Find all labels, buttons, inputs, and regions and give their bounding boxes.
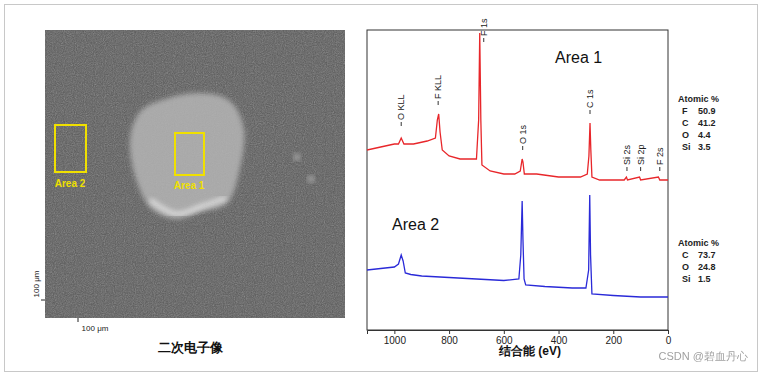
x-axis-title: 结合能 (eV) — [498, 344, 561, 358]
region-box — [55, 125, 86, 172]
composition-element: O — [682, 262, 689, 272]
peak-label: C 1s — [585, 89, 595, 108]
image-noise — [45, 30, 345, 318]
image-background — [45, 30, 345, 318]
image-caption: 二次电子像 — [158, 340, 224, 355]
composition-value: 4.4 — [698, 130, 711, 140]
composition-value: 73.7 — [698, 250, 716, 260]
spectrum-line — [367, 33, 668, 180]
watermark: CSDN @碧血丹心 — [659, 350, 748, 362]
peak-marker — [401, 122, 402, 126]
x-tick-mark — [394, 330, 395, 334]
scale-tick — [78, 318, 79, 322]
x-tick: 0 — [666, 330, 672, 346]
peak-marker — [522, 146, 523, 150]
composition-element: C — [682, 118, 689, 128]
x-tick: 200 — [605, 330, 622, 346]
x-tick-label: 1000 — [384, 335, 407, 346]
peak-label: F 2s — [655, 147, 665, 165]
figure-border — [5, 5, 758, 372]
peak-marker — [659, 167, 660, 171]
peak-label: F 1s — [479, 18, 489, 36]
composition-table: Atomic % F 50.9 C 41.2 O 4.4 Si 3.5 — [678, 94, 719, 152]
composition-element: C — [682, 250, 689, 260]
peak-marker — [590, 110, 591, 114]
peak-label: Si 2s — [622, 144, 632, 165]
x-tick-label: 800 — [441, 335, 458, 346]
scale-label: 100 μm — [32, 270, 41, 297]
plot-area — [367, 33, 668, 297]
peak-label: Si 2p — [636, 144, 646, 165]
peak-label: O 1s — [518, 124, 528, 144]
region-label: Area 2 — [55, 178, 86, 189]
peak-marker — [483, 38, 484, 42]
x-tick-mark — [559, 330, 560, 334]
composition-element: Si — [682, 142, 691, 152]
composition-table: Atomic % C 73.7 O 24.8 Si 1.5 — [678, 238, 719, 284]
peak-marker — [626, 167, 627, 171]
figure: Area 2Area 1100 μm100 μm二次电子像10008006004… — [0, 0, 762, 376]
x-tick: 800 — [441, 330, 458, 346]
composition-value: 50.9 — [698, 106, 716, 116]
series-label: Area 2 — [392, 216, 439, 233]
x-axis-line — [368, 331, 669, 335]
x-tick: 1000 — [384, 330, 407, 346]
small-particle — [293, 153, 301, 161]
peak-label: F KLL — [433, 75, 443, 99]
region-box — [175, 133, 204, 175]
composition-value: 3.5 — [698, 142, 711, 152]
composition-value: 41.2 — [698, 118, 716, 128]
composition-value: 1.5 — [698, 274, 711, 284]
x-tick-mark — [613, 330, 614, 334]
peak-marker — [640, 167, 641, 171]
x-tick-label: 0 — [666, 335, 672, 346]
scale-tick — [41, 300, 45, 301]
region-label: Area 1 — [174, 180, 205, 191]
composition-title: Atomic % — [678, 238, 719, 248]
composition-element: F — [682, 106, 688, 116]
particle-noise — [45, 30, 345, 318]
sem-image — [45, 30, 345, 318]
composition-element: O — [682, 130, 689, 140]
composition-element: Si — [682, 274, 691, 284]
spectrum-line — [367, 195, 668, 297]
peak-marker — [438, 101, 439, 105]
x-tick-mark — [504, 330, 505, 334]
scale-label: 100 μm — [82, 324, 109, 333]
peak-label: O KLL — [396, 94, 406, 120]
series-label: Area 1 — [555, 49, 602, 66]
composition-value: 24.8 — [698, 262, 716, 272]
x-tick-mark — [449, 330, 450, 334]
x-tick-label: 200 — [605, 335, 622, 346]
plot-frame — [367, 30, 668, 330]
figure-svg: Area 2Area 1100 μm100 μm二次电子像10008006004… — [0, 0, 762, 376]
small-particle — [307, 175, 315, 183]
composition-title: Atomic % — [678, 94, 719, 104]
x-tick-mark — [668, 330, 669, 334]
